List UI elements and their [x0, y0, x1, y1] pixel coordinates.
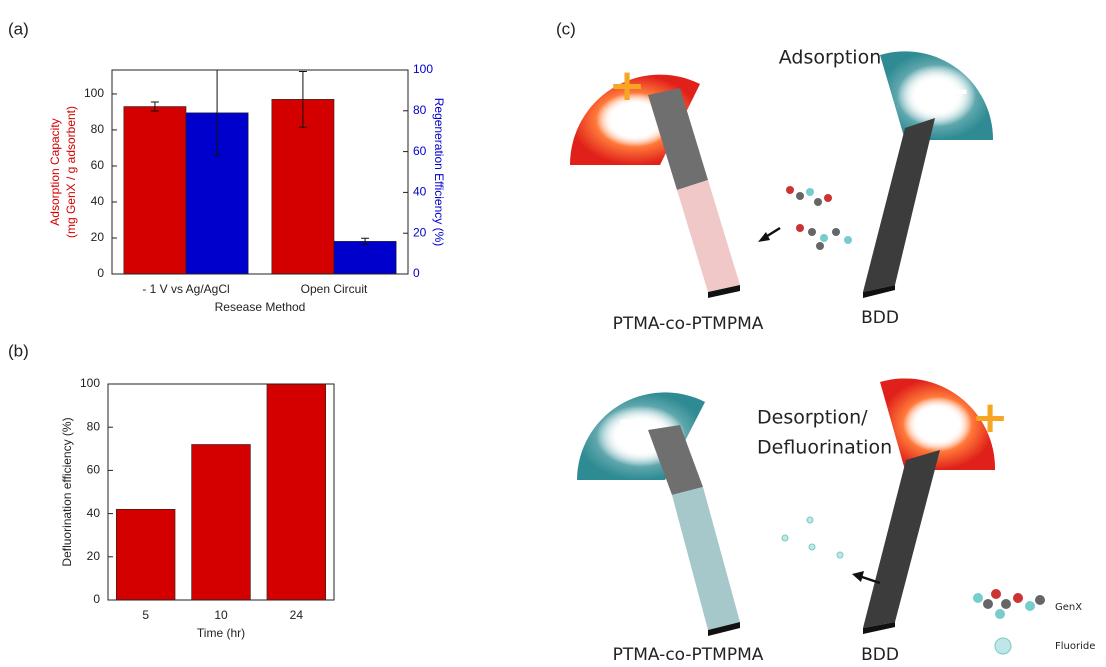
bdd-electrode	[863, 118, 935, 292]
x-axis-label: Time (hr)	[197, 626, 245, 640]
scene-title: Adsorption	[779, 47, 882, 69]
y2-tick-label: 0	[413, 266, 420, 280]
molecule	[786, 186, 852, 250]
panel-label: (c)	[556, 19, 576, 38]
panel-label: (a)	[8, 19, 29, 38]
x-tick-label: Open Circuit	[301, 282, 368, 296]
x-axis-label: Resease Method	[215, 300, 306, 314]
y-tick-label: 0	[93, 592, 100, 606]
charge-sign: +	[972, 392, 1009, 443]
y-tick-label: 40	[87, 506, 101, 520]
y-tick-label: 0	[97, 266, 104, 280]
chart: 0 20 40 60 80 100 0 20 40 60 80 100 - 1 V vs Ag/AgCl…	[48, 62, 446, 314]
electrode-label: PTMA-co-PTMPMA	[613, 314, 764, 334]
y-axis-label: Adsorption Capacity	[48, 118, 62, 225]
y-tick-label: 40	[91, 194, 105, 208]
diagram: + - Adsorption PTMA-co-PTMPMA BDD - + De…	[570, 47, 1095, 666]
x-tick-label: 24	[290, 608, 304, 622]
y-tick-label: 100	[84, 86, 104, 100]
y2-tick-label: 100	[413, 62, 433, 76]
electrode-lower	[677, 180, 740, 292]
electrode-lower	[672, 487, 740, 630]
y-tick-label: 60	[91, 158, 105, 172]
legend-fluoride	[995, 638, 1011, 654]
electrode-label: BDD	[861, 308, 899, 328]
electrode-label: PTMA-co-PTMPMA	[613, 645, 764, 665]
chart: 0 20 40 60 80 100 5 10 24 Time (hr) Defluorination…	[60, 376, 334, 640]
y2-tick-label: 40	[413, 185, 427, 199]
figure: (a) (b) (c) + - Adsorption PTMA-co-PTMPM…	[0, 0, 1106, 667]
y2-tick-label: 20	[413, 225, 427, 239]
x-tick-label: 10	[214, 608, 228, 622]
y2-tick-label: 60	[413, 144, 427, 158]
y-tick-label: 80	[91, 122, 105, 136]
panel-label: (b)	[8, 341, 29, 360]
bar	[267, 384, 326, 600]
legend-molecule	[973, 589, 1045, 619]
bdd-electrode	[863, 450, 940, 628]
charge-sign: -	[956, 74, 968, 109]
y-tick-label: 60	[87, 463, 101, 477]
arrow-head	[758, 232, 770, 242]
legend-label: GenX	[1055, 602, 1082, 613]
y-tick-label: 20	[87, 549, 101, 563]
arrow-head	[852, 571, 864, 582]
y-tick-label: 20	[91, 230, 105, 244]
y2-axis-label: Regeneration Efficiency (%)	[432, 98, 446, 247]
bar	[334, 241, 396, 274]
x-tick-label: 5	[142, 608, 149, 622]
scene-title: Desorption/	[757, 407, 868, 429]
charge-sign: -	[619, 404, 631, 439]
legend-label: Fluoride	[1055, 641, 1095, 652]
electrode-label: BDD	[861, 645, 899, 665]
bar	[124, 107, 186, 274]
bar	[192, 444, 251, 600]
charge-field	[880, 51, 993, 140]
charge-sign: +	[609, 60, 646, 111]
x-tick-label: - 1 V vs Ag/AgCl	[142, 282, 229, 296]
y-tick-label: 100	[80, 376, 100, 390]
y-tick-label: 80	[87, 419, 101, 433]
scene-title: Defluorination	[757, 437, 892, 459]
fluoride-ions	[782, 517, 843, 558]
y2-tick-label: 80	[413, 103, 427, 117]
bar	[116, 509, 175, 600]
y-axis-label: Defluorination efficiency (%)	[60, 417, 74, 566]
y-axis-label: (mg GenX / g adsorbent)	[64, 106, 78, 238]
